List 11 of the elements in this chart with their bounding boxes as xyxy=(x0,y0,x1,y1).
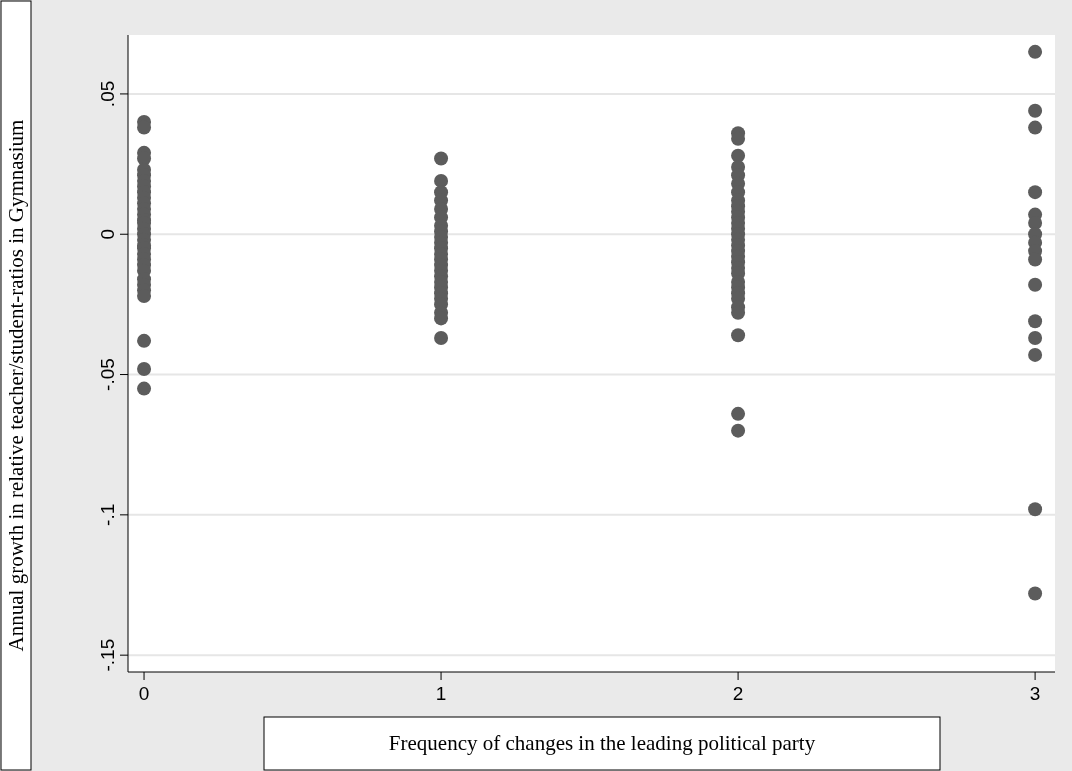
x-tick-label: 3 xyxy=(1029,683,1041,704)
y-tick-label: -.15 xyxy=(97,638,118,672)
y-tick-label: -.05 xyxy=(97,358,118,391)
x-axis-title: Frequency of changes in the leading political party xyxy=(388,731,816,755)
y-tick-label: .05 xyxy=(97,80,118,108)
x-tick-label: 2 xyxy=(732,683,744,704)
x-tick-label: 0 xyxy=(138,683,150,704)
y-axis-title: Annual growth in relative teacher/student-ratios in Gymnasium xyxy=(4,119,28,652)
y-tick-label: -.1 xyxy=(97,503,118,526)
x-tick-label: 1 xyxy=(435,683,447,704)
y-tick-label: 0 xyxy=(97,228,118,240)
